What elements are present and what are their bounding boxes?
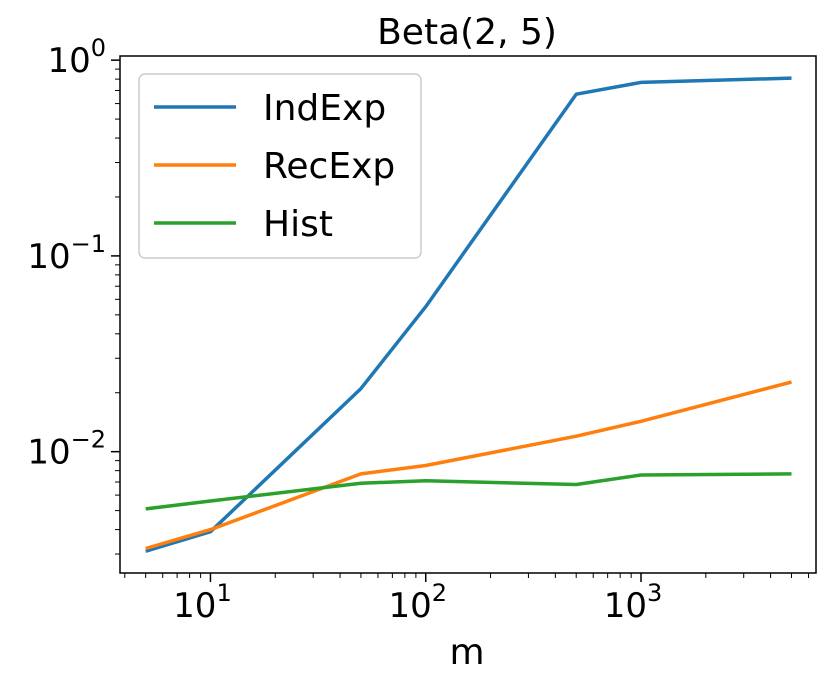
chart-title: Beta(2, 5) (377, 12, 557, 53)
legend-label-hist: Hist (263, 204, 333, 245)
legend-label-recexp: RecExp (263, 146, 395, 187)
series-line-indexp (145, 76, 792, 553)
y-tick-label: 10−1 (27, 230, 106, 277)
x-axis-ticks: 101 102 103 (124, 573, 810, 626)
x-tick-label: 103 (604, 579, 663, 626)
plot-area (145, 76, 792, 553)
x-tick-label: 101 (173, 579, 232, 626)
y-tick-label: 100 (47, 34, 106, 81)
y-tick-label: 10−2 (27, 426, 106, 473)
x-axis-label: m (449, 632, 484, 673)
x-tick-label: 102 (388, 579, 447, 626)
legend-label-indexp: IndExp (263, 88, 386, 129)
series-line-hist (145, 472, 792, 511)
y-axis-ticks: 10−2 10−1 100 (27, 34, 120, 555)
legend-box (138, 73, 422, 259)
series-line-recexp (145, 380, 792, 551)
legend: IndExp RecExp Hist (138, 73, 422, 259)
